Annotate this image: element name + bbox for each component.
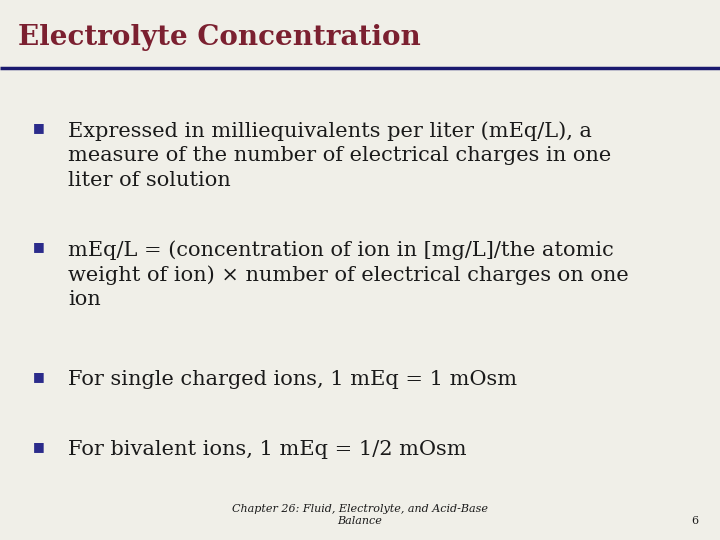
Text: For single charged ions, 1 mEq = 1 mOsm: For single charged ions, 1 mEq = 1 mOsm (68, 370, 518, 389)
Text: For bivalent ions, 1 mEq = 1/2 mOsm: For bivalent ions, 1 mEq = 1/2 mOsm (68, 440, 467, 459)
Text: Expressed in milliequivalents per liter (mEq/L), a
measure of the number of elec: Expressed in milliequivalents per liter … (68, 122, 612, 190)
Text: ■: ■ (32, 440, 44, 453)
Text: mEq/L = (concentration of ion in [mg/L]/the atomic
weight of ion) × number of el: mEq/L = (concentration of ion in [mg/L]/… (68, 240, 629, 309)
Text: 6: 6 (691, 516, 698, 526)
Text: ■: ■ (32, 122, 44, 134)
Text: ■: ■ (32, 240, 44, 253)
Text: Electrolyte Concentration: Electrolyte Concentration (18, 24, 420, 51)
Text: ■: ■ (32, 370, 44, 383)
Text: Chapter 26: Fluid, Electrolyte, and Acid-Base
Balance: Chapter 26: Fluid, Electrolyte, and Acid… (232, 504, 488, 526)
